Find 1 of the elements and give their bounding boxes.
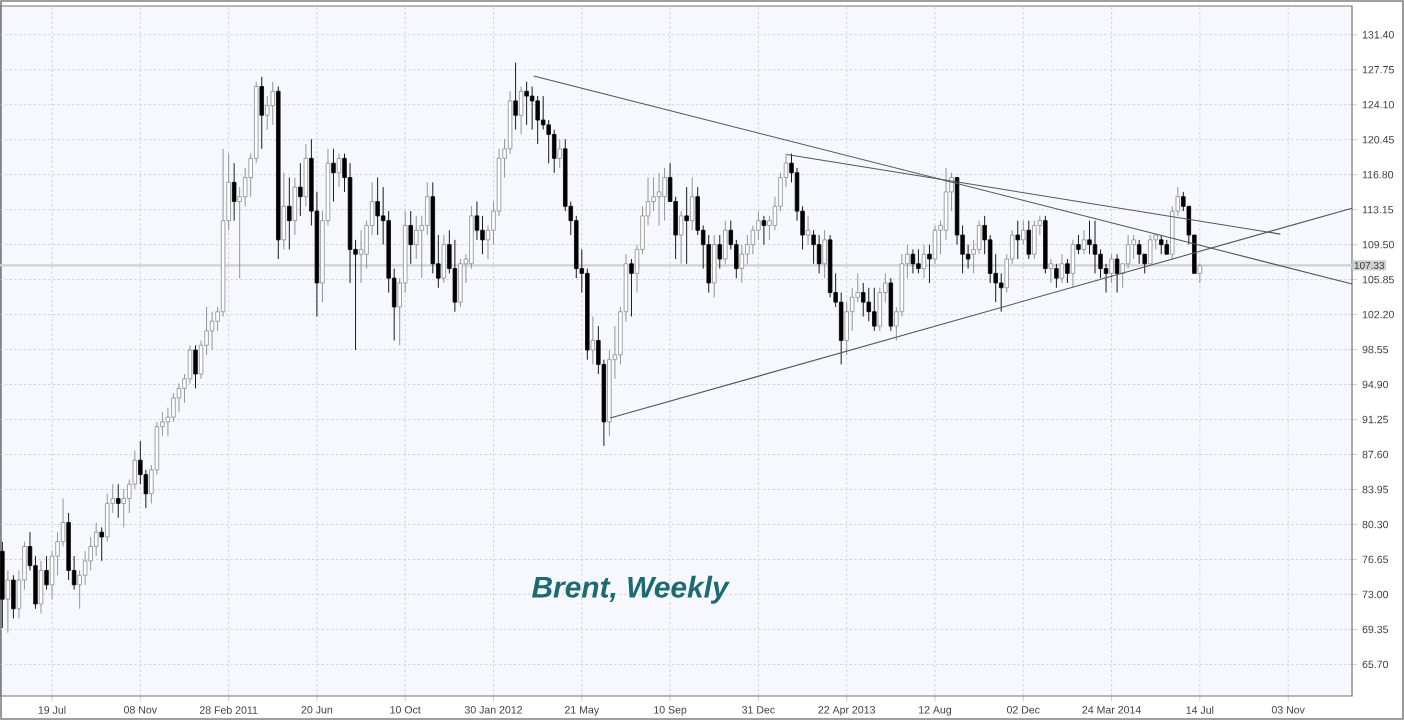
annotation: Brent, Weekly: [532, 575, 730, 604]
